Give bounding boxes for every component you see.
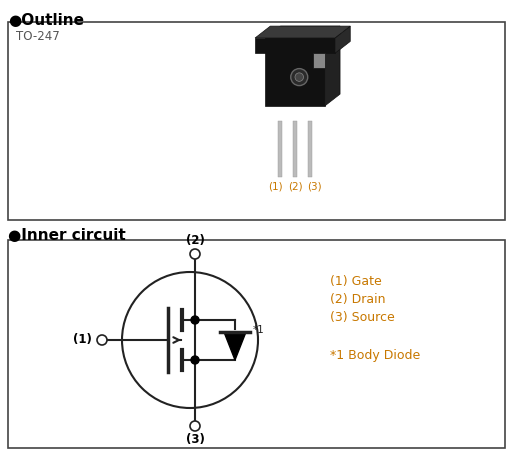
Circle shape [97,335,107,345]
Text: (1) Gate: (1) Gate [330,275,382,288]
Text: ●Outline: ●Outline [8,13,84,28]
Bar [8,240,505,448]
Circle shape [191,316,199,324]
Text: (1): (1) [268,182,283,192]
Text: (1): (1) [73,334,92,347]
Text: TO-247: TO-247 [16,30,60,43]
Text: (2): (2) [185,234,204,247]
Text: (3) Source: (3) Source [330,311,395,324]
Text: *1 Body Diode: *1 Body Diode [330,349,420,362]
Circle shape [190,249,200,259]
Text: (2) Drain: (2) Drain [330,293,386,306]
Bar [8,22,505,220]
Text: (3): (3) [185,433,204,446]
Polygon shape [265,26,340,38]
Circle shape [295,73,303,81]
Polygon shape [335,26,350,53]
Circle shape [122,272,258,408]
Bar [278,121,282,177]
Polygon shape [255,38,335,53]
Text: (2): (2) [288,182,302,192]
Polygon shape [265,38,325,106]
Bar [293,121,297,177]
Bar [308,121,313,177]
Circle shape [291,69,308,86]
Polygon shape [224,332,246,360]
Bar [313,53,325,68]
Text: ●Inner circuit: ●Inner circuit [8,228,126,243]
Circle shape [191,356,199,364]
Text: *1: *1 [253,325,265,335]
Text: (3): (3) [307,182,321,192]
Polygon shape [325,26,340,106]
Polygon shape [255,26,350,38]
Circle shape [190,421,200,431]
